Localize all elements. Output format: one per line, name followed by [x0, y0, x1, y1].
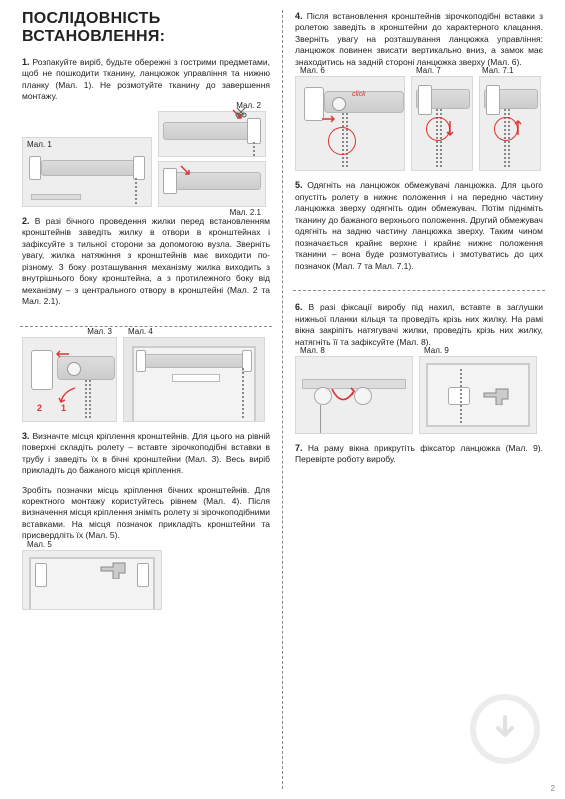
- figure-9: Мал. 9: [419, 356, 537, 434]
- figure-3: Мал. 3 1 2: [22, 337, 117, 422]
- figure-row-4: Мал. 6 click Мал. 7 Мал. 7.1: [295, 76, 543, 171]
- figure-row-3: Мал. 5: [22, 550, 270, 610]
- step-4: 4. Після встановлення кронштейнів зірочк…: [295, 10, 543, 68]
- figure-row-2: Мал. 3 1 2 Мал. 4: [22, 337, 270, 422]
- figure-1: Мал. 1: [22, 137, 152, 207]
- step-3b: Зробіть позначки місць кріплення бічних …: [22, 485, 270, 542]
- step-7: 7. На раму вікна прикрутіть фіксатор лан…: [295, 442, 543, 466]
- step-1: 1. Розпакуйте виріб, будьте обережні з г…: [22, 56, 270, 103]
- drill-icon: [99, 557, 133, 579]
- step-5: 5. Одягніть на ланцюжок обмежувачі ланцю…: [295, 179, 543, 272]
- figure-row-5: Мал. 8 Мал. 9: [295, 356, 543, 434]
- divider-h-right: [293, 290, 545, 291]
- page-number: 2: [551, 784, 555, 793]
- figure-6: Мал. 6 click: [295, 76, 405, 171]
- drill-icon: [482, 383, 516, 405]
- figure-2: Мал. 2: [158, 111, 266, 157]
- page-title: ПОСЛІДОВНІСТЬ ВСТАНОВЛЕННЯ:: [22, 10, 270, 46]
- right-column: 4. Після встановлення кронштейнів зірочк…: [287, 10, 551, 789]
- figure-2-1: Мал. 2.1: [158, 161, 266, 207]
- watermark-icon: [470, 694, 540, 764]
- figure-row-1: Мал. 1 Мал. 2 Мал. 2.1: [22, 111, 270, 207]
- divider-vertical: [282, 10, 283, 789]
- figure-8: Мал. 8: [295, 356, 413, 434]
- step-3: 3. Визначте місця кріплення кронштейнів.…: [22, 430, 270, 477]
- left-column: ПОСЛІДОВНІСТЬ ВСТАНОВЛЕННЯ: 1. Розпакуйт…: [14, 10, 278, 789]
- step-2: 2. В разі бічного проведення жилки перед…: [22, 215, 270, 308]
- figure-7-1: Мал. 7.1: [479, 76, 541, 171]
- scissors-icon: [235, 106, 247, 118]
- figure-7: Мал. 7: [411, 76, 473, 171]
- figure-5: Мал. 5: [22, 550, 162, 610]
- step-6: 6. В разі фіксації виробу під нахил, вст…: [295, 301, 543, 348]
- figure-4: Мал. 4: [123, 337, 265, 422]
